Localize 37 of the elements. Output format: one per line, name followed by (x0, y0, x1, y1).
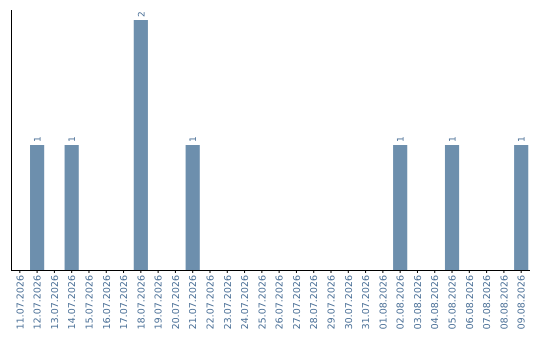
x-tick-label: 05.08.2026 (448, 275, 459, 330)
x-tick-label: 21.07.2026 (188, 275, 200, 330)
x-tick-label: 27.07.2026 (292, 275, 303, 330)
x-tick-label: 04.08.2026 (430, 275, 442, 330)
data-label: 2 (137, 11, 148, 17)
x-tick-label: 28.07.2026 (309, 275, 320, 330)
x-tick-label: 14.07.2026 (67, 275, 78, 330)
data-label: 1 (448, 136, 459, 142)
x-tick-label: 25.07.2026 (257, 275, 268, 330)
x-tick-label: 01.08.2026 (378, 275, 390, 330)
x-tick-label: 24.07.2026 (240, 275, 252, 330)
data-label: 1 (68, 136, 78, 142)
x-tick-label: 13.07.2026 (50, 275, 61, 330)
x-tick-label: 06.08.2026 (464, 275, 476, 330)
x-tick-label: 16.07.2026 (102, 275, 113, 330)
x-tick-label: 29.07.2026 (326, 275, 338, 330)
x-tick-label: 17.07.2026 (119, 275, 130, 330)
x-tick-label: 19.07.2026 (154, 275, 165, 330)
data-label: 1 (189, 136, 200, 142)
x-tick-label: 02.08.2026 (396, 275, 407, 330)
x-tick-label: 26.07.2026 (274, 275, 286, 330)
x-tick-label: 03.08.2026 (412, 275, 424, 330)
data-label: 1 (518, 136, 528, 142)
x-tick-label: 15.07.2026 (84, 275, 96, 330)
x-tick-label: 12.07.2026 (32, 275, 44, 330)
x-tick-label: 22.07.2026 (205, 275, 216, 330)
x-tick-label: 08.08.2026 (499, 275, 510, 330)
x-tick-label: 11.07.2026 (15, 275, 26, 330)
x-tick-label: 23.07.2026 (222, 275, 234, 330)
data-label: 1 (34, 136, 44, 142)
x-tick-label: 07.08.2026 (482, 275, 494, 330)
x-tick-label: 31.07.2026 (361, 275, 372, 330)
x-tick-label: 30.07.2026 (344, 275, 355, 330)
data-label: 1 (396, 136, 407, 142)
x-tick-label: 20.07.2026 (170, 275, 182, 330)
x-tick-label: 18.07.2026 (136, 275, 148, 330)
x-tick-label: 09.08.2026 (516, 275, 528, 330)
